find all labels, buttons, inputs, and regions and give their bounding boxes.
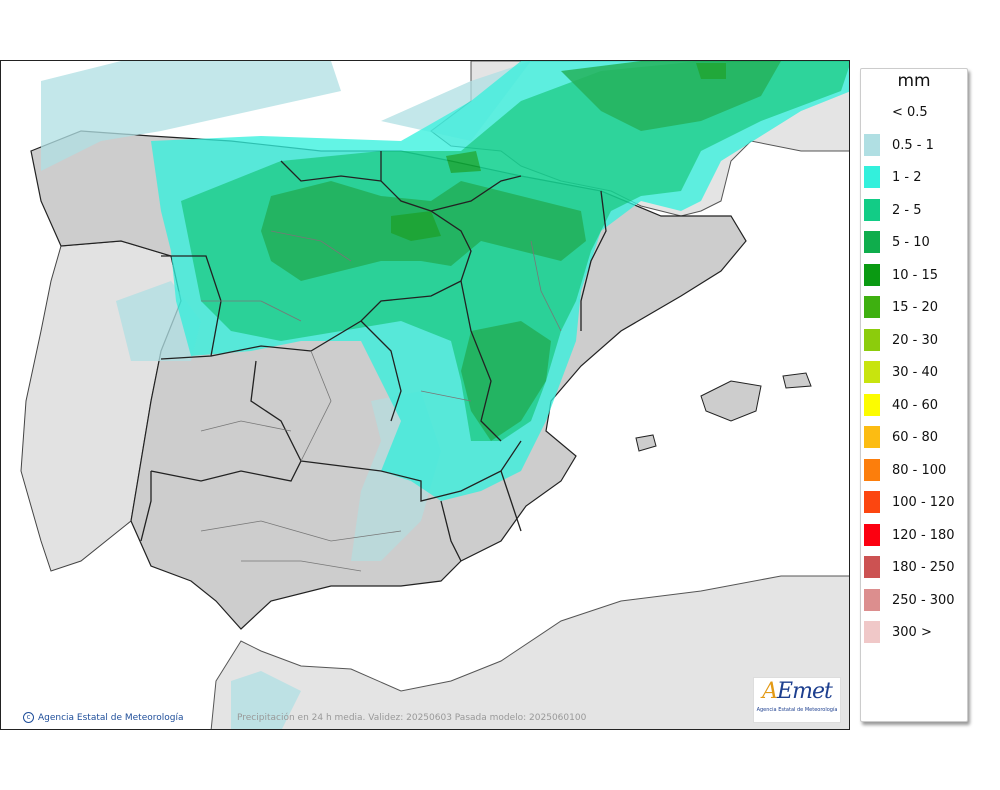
north-africa-land [210, 575, 849, 729]
legend-label: 300 > [892, 625, 932, 640]
legend-swatch [864, 361, 880, 383]
legend-item: 2 - 5 [864, 198, 964, 221]
legend-swatch [864, 556, 880, 578]
menorca-island [782, 372, 812, 389]
copyright-notice: c Agencia Estatal de Meteorología [23, 712, 184, 723]
legend-swatch [864, 231, 880, 253]
precipitation-map: c Agencia Estatal de Meteorología Precip… [0, 60, 850, 730]
legend-swatch [864, 523, 880, 546]
region-borders [140, 151, 607, 562]
legend-label: 250 - 300 [892, 592, 955, 608]
legend-item: 60 - 80 [864, 426, 964, 448]
mallorca-island [700, 380, 762, 422]
legend-label: 20 - 30 [892, 332, 939, 348]
legend-swatch [864, 166, 880, 188]
legend-item: < 0.5 [864, 101, 964, 123]
legend-label: 100 - 120 [892, 495, 955, 510]
legend-swatch [864, 393, 880, 416]
legend-swatch [864, 588, 880, 611]
legend-label: 30 - 40 [892, 365, 939, 380]
logo-subtitle: Agencia Estatal de Meteorología [756, 707, 838, 713]
legend-item: 250 - 300 [864, 588, 964, 611]
legend-label: 5 - 10 [892, 235, 930, 250]
legend-label: 15 - 20 [892, 300, 939, 315]
legend-item: 80 - 100 [864, 458, 964, 481]
aemet-logo: AEmet Agencia Estatal de Meteorología [753, 677, 841, 723]
legend-label: 0.5 - 1 [892, 137, 934, 153]
legend-item: 40 - 60 [864, 393, 964, 416]
legend-item: 5 - 10 [864, 231, 964, 253]
legend-swatch [864, 296, 880, 318]
map-caption: Precipitación en 24 h media. Validez: 20… [237, 713, 587, 723]
legend-item: 20 - 30 [864, 328, 964, 351]
legend-item: 300 > [864, 621, 964, 643]
legend-swatch [864, 458, 880, 481]
legend-item: 100 - 120 [864, 491, 964, 513]
legend-swatch [864, 426, 880, 448]
legend-item: 120 - 180 [864, 523, 964, 546]
legend-item: 30 - 40 [864, 361, 964, 383]
legend-item: 180 - 250 [864, 556, 964, 578]
province-borders [200, 230, 562, 572]
legend-label: 10 - 15 [892, 267, 939, 283]
map-canvas [1, 61, 849, 729]
copyright-text: Agencia Estatal de Meteorología [38, 712, 184, 723]
legend-label: 1 - 2 [892, 170, 922, 185]
logo-wordmark: AEmet [762, 679, 833, 704]
precipitation-legend: mm < 0.5 0.5 - 1 1 - 2 2 - 5 5 - 10 10 - 15 15… [860, 68, 968, 722]
legend-label: < 0.5 [892, 105, 928, 120]
legend-swatch [864, 491, 880, 513]
legend-swatch [864, 263, 880, 286]
copyright-icon: c [23, 712, 34, 723]
legend-unit: mm [897, 71, 931, 91]
legend-item: 10 - 15 [864, 263, 964, 286]
legend-swatch [864, 328, 880, 351]
legend-swatch [864, 133, 880, 156]
legend-item: 0.5 - 1 [864, 133, 964, 156]
legend-label: 80 - 100 [892, 462, 947, 478]
legend-label: 180 - 250 [892, 560, 955, 575]
precipitation-overlay [41, 61, 849, 729]
legend-label: 60 - 80 [892, 430, 939, 445]
legend-swatch [864, 198, 880, 221]
legend-swatch [864, 621, 880, 643]
legend-item: 15 - 20 [864, 296, 964, 318]
legend-item: 1 - 2 [864, 166, 964, 188]
legend-label: 2 - 5 [892, 202, 922, 218]
legend-label: 40 - 60 [892, 397, 939, 413]
ibiza-island [635, 434, 657, 452]
legend-label: 120 - 180 [892, 527, 955, 543]
